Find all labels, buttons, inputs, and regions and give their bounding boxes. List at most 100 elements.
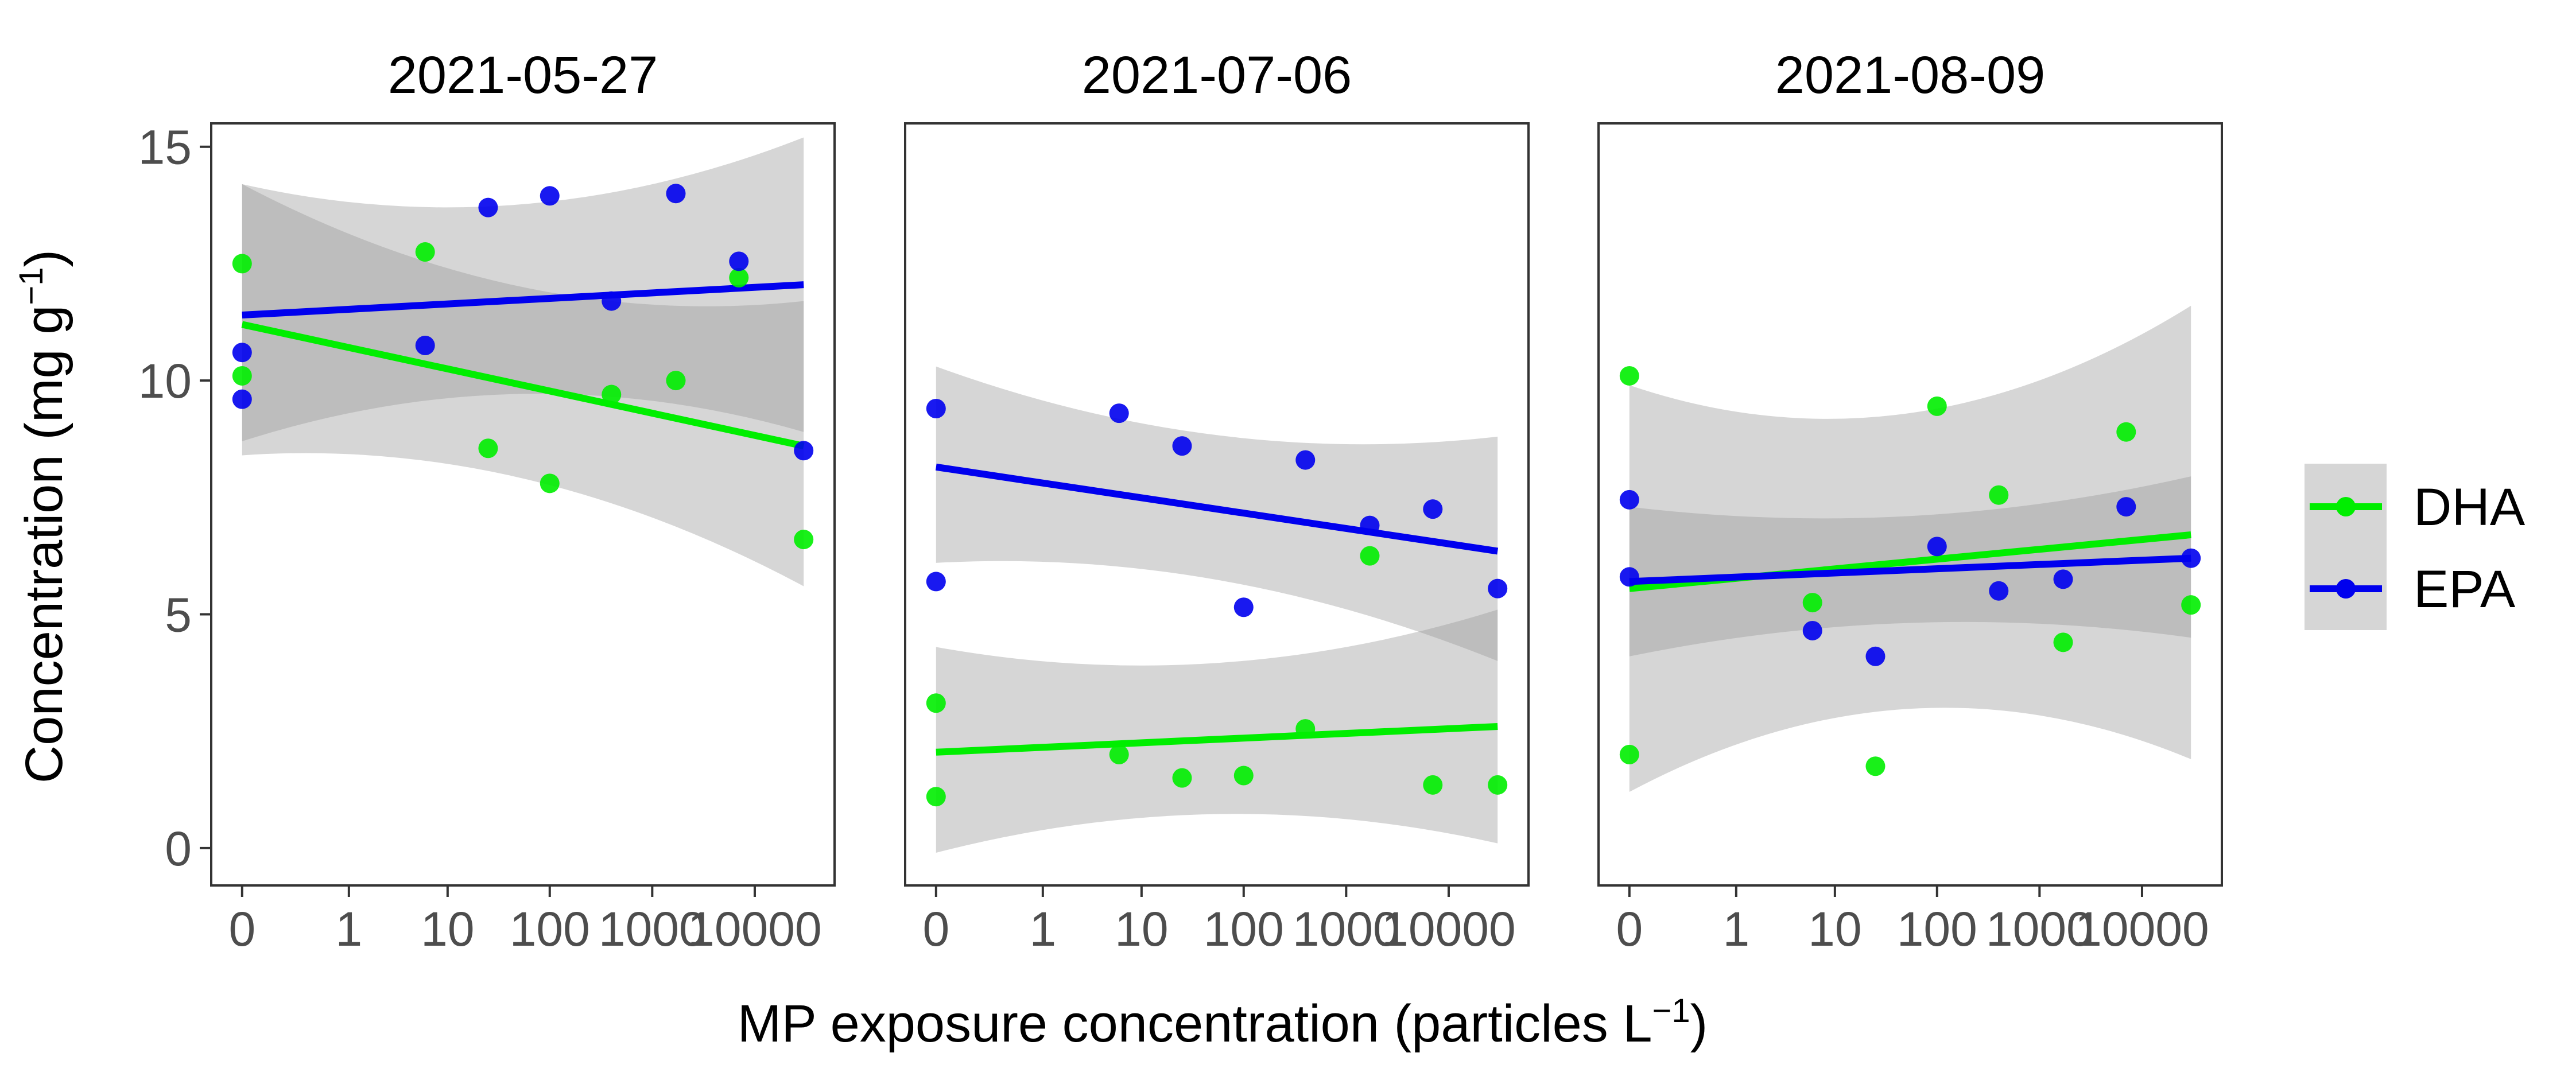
confidence-band-dha	[936, 609, 1498, 853]
data-point-dha	[729, 267, 749, 287]
y-tick-label: 15	[138, 121, 192, 174]
panel-border	[210, 122, 836, 887]
data-point-dha	[1172, 768, 1192, 788]
confidence-band-epa	[1629, 476, 2191, 656]
data-point-dha	[1295, 719, 1316, 739]
x-tick-label: 10000	[688, 902, 822, 956]
x-tick-label: 1000	[599, 902, 706, 956]
data-point-dha	[2053, 632, 2073, 652]
data-point-dha	[2181, 595, 2201, 615]
x-tick-label: 100	[510, 902, 590, 956]
data-point-epa	[232, 343, 252, 363]
data-point-epa	[1619, 567, 1639, 587]
x-axis-title: MP exposure concentration (particles L−1…	[738, 992, 1708, 1053]
data-point-epa	[1109, 403, 1129, 424]
data-point-epa	[415, 335, 435, 355]
data-point-epa	[1488, 578, 1508, 599]
x-tick-label: 0	[228, 902, 255, 956]
data-point-dha	[1989, 485, 2009, 505]
data-point-dha	[478, 438, 498, 459]
data-point-dha	[1423, 775, 1443, 795]
data-point-epa	[1619, 489, 1639, 510]
confidence-band-epa	[242, 137, 804, 442]
data-point-dha	[232, 366, 252, 386]
x-tick-label: 0	[922, 902, 949, 956]
data-point-epa	[1802, 620, 1822, 640]
x-tick-label: 100	[1204, 902, 1284, 956]
data-point-epa	[1927, 537, 1947, 557]
data-point-epa	[1360, 515, 1380, 535]
x-tick-label: 100	[1897, 902, 1977, 956]
panel-border	[904, 122, 1530, 887]
legend-label-epa: EPA	[2414, 560, 2516, 619]
data-point-dha	[666, 371, 686, 391]
panel-border	[1597, 122, 2223, 887]
data-point-dha	[602, 384, 622, 405]
data-point-epa	[478, 197, 498, 217]
legend: DHA EPA	[2305, 464, 2525, 630]
data-point-dha	[1619, 744, 1639, 764]
data-point-epa	[1295, 450, 1316, 470]
data-point-dha	[415, 242, 435, 262]
data-point-epa	[2181, 548, 2201, 568]
data-point-dha	[926, 787, 946, 807]
data-point-dha	[2116, 422, 2136, 442]
data-point-dha	[1233, 766, 1254, 786]
data-point-dha	[1360, 546, 1380, 566]
panel-title: 2021-05-27	[388, 46, 658, 104]
panel-title: 2021-07-06	[1082, 46, 1352, 104]
y-tick-label: 5	[165, 588, 192, 642]
data-point-epa	[1233, 597, 1254, 617]
data-point-dha	[232, 254, 252, 274]
data-point-dha	[1927, 396, 1947, 416]
data-point-epa	[2116, 497, 2136, 517]
data-point-epa	[2053, 569, 2073, 589]
x-tick-label: 1	[335, 902, 362, 956]
fit-line-dha	[936, 723, 1498, 756]
data-point-epa	[729, 251, 749, 271]
y-tick-label: 10	[138, 354, 192, 408]
panel-title: 2021-08-09	[1775, 46, 2046, 104]
fit-line-epa	[242, 281, 804, 319]
y-axis-title: Concentration (mg g−1)	[13, 250, 73, 783]
data-point-dha	[794, 530, 814, 550]
data-point-dha	[926, 693, 946, 713]
data-point-epa	[1989, 581, 2009, 601]
data-point-epa	[1172, 436, 1192, 456]
x-tick-label: 1000	[1986, 902, 2093, 956]
data-point-dha	[1488, 775, 1508, 795]
data-point-dha	[1109, 744, 1129, 764]
x-tick-label: 10000	[1382, 902, 1516, 956]
x-tick-label: 1	[1722, 902, 1749, 956]
data-point-epa	[666, 184, 686, 204]
legend-point-epa	[2336, 579, 2356, 599]
x-tick-label: 0	[1616, 902, 1643, 956]
x-tick-label: 10	[421, 902, 474, 956]
x-tick-label: 10	[1115, 902, 1168, 956]
data-point-epa	[926, 398, 946, 418]
confidence-band-dha	[1629, 305, 2191, 792]
data-point-epa	[1865, 646, 1886, 666]
data-point-epa	[232, 389, 252, 409]
data-point-epa	[602, 291, 622, 311]
data-point-epa	[540, 186, 560, 206]
legend-label-dha: DHA	[2414, 478, 2525, 537]
data-point-epa	[1423, 499, 1443, 519]
data-point-epa	[794, 441, 814, 461]
confidence-band-epa	[936, 366, 1498, 661]
panels-layer: 2021-05-270 1 10 100 1000100000510152021-07-…	[138, 46, 2223, 956]
data-point-dha	[1619, 366, 1639, 386]
fit-line-dha	[241, 321, 805, 450]
x-tick-label: 1000	[1293, 902, 1400, 956]
data-point-dha	[1865, 756, 1886, 776]
x-tick-label: 1	[1029, 902, 1056, 956]
x-tick-label: 10	[1808, 902, 1861, 956]
data-point-dha	[1802, 593, 1822, 613]
legend-point-dha	[2336, 497, 2356, 516]
legend-key-background	[2305, 464, 2387, 630]
y-tick-label: 0	[165, 822, 192, 876]
